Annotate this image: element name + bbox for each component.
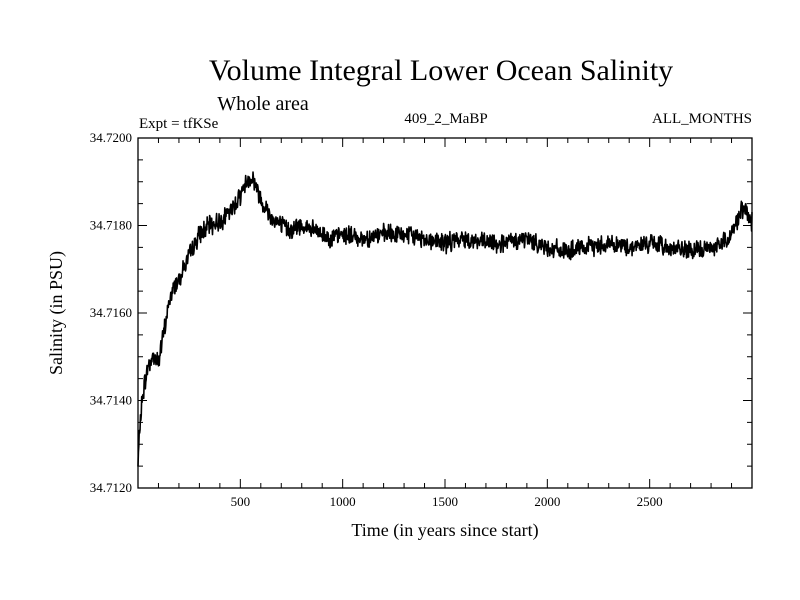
months-label: ALL_MONTHS	[652, 111, 752, 127]
y-tick-label: 34.7120	[90, 480, 132, 495]
y-tick-label: 34.7200	[90, 130, 132, 145]
x-axis-label: Time (in years since start)	[351, 520, 538, 541]
y-axis-label: Salinity (in PSU)	[46, 251, 67, 375]
run-id-label: 409_2_MaBP	[404, 111, 487, 127]
axis-ticks: 500 1000 1500 2000 2500 34.7120 34.7140 34.7160…	[90, 130, 752, 509]
plot-frame	[137, 137, 753, 489]
x-tick-label: 2500	[637, 494, 663, 509]
chart-subtitle: Whole area	[217, 93, 309, 115]
series-layer	[137, 171, 753, 467]
salinity-series-line	[137, 171, 753, 467]
y-tick-label: 34.7160	[90, 305, 132, 320]
experiment-label: Expt = tfKSe	[139, 116, 219, 132]
x-tick-label: 500	[231, 494, 251, 509]
x-tick-label: 1500	[432, 494, 458, 509]
x-tick-label: 1000	[330, 494, 356, 509]
y-tick-label: 34.7140	[90, 393, 132, 408]
x-tick-label: 2000	[534, 494, 560, 509]
chart-title: Volume Integral Lower Ocean Salinity	[209, 54, 673, 87]
y-tick-label: 34.7180	[90, 218, 132, 233]
